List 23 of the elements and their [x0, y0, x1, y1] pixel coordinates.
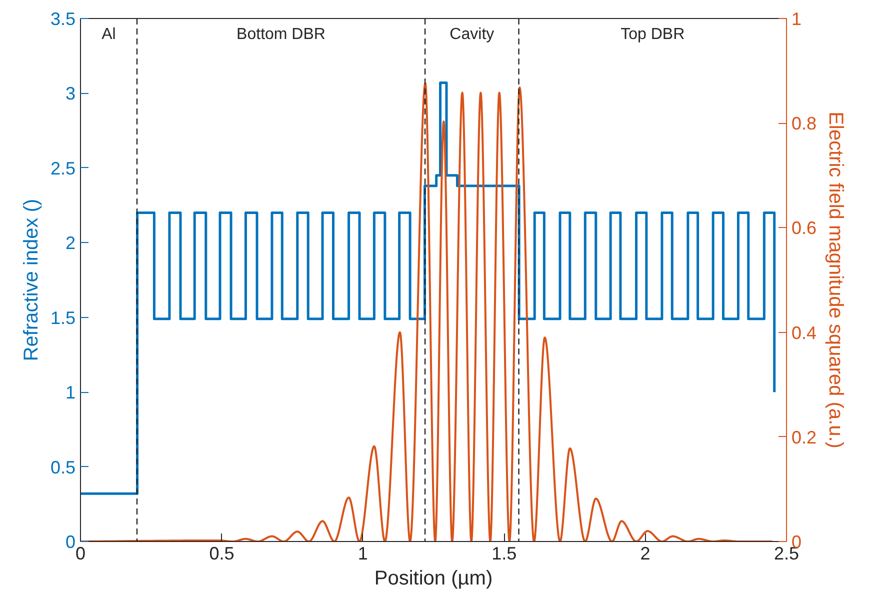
y-tick-label: 2	[65, 233, 76, 254]
x-tick-label: 1	[358, 544, 368, 564]
y-tick-label: 1.5	[50, 308, 76, 328]
x-tick-label: 0.5	[209, 544, 234, 564]
x-tick-label: 2	[640, 544, 650, 564]
y-tick-label: 3.5	[50, 9, 76, 29]
y-tick-label: 0.5	[50, 457, 76, 478]
y-tick-label: 1	[65, 382, 76, 403]
annotation: Top DBR	[620, 26, 685, 43]
annotation: Al	[102, 26, 116, 43]
y2-axis-title: Electric field magnitude squared (a.u.)	[824, 112, 847, 448]
y2-tick-label: 0.4	[792, 322, 817, 343]
y-tick-label: 2.5	[50, 158, 76, 178]
y-tick-label: 3	[65, 84, 76, 104]
x-tick-label: 1.5	[492, 544, 517, 564]
x-axis-title: Position (µm)	[374, 568, 493, 590]
y2-tick-label: 1	[792, 9, 802, 29]
annotation: Bottom DBR	[236, 26, 326, 43]
y2-tick-label: 0.2	[792, 427, 817, 448]
y2-tick-label: 0.8	[792, 114, 817, 134]
y-axis-title: Refractive index ()	[20, 198, 42, 362]
annotation: Cavity	[450, 26, 494, 43]
y2-tick-label: 0.6	[792, 218, 817, 238]
